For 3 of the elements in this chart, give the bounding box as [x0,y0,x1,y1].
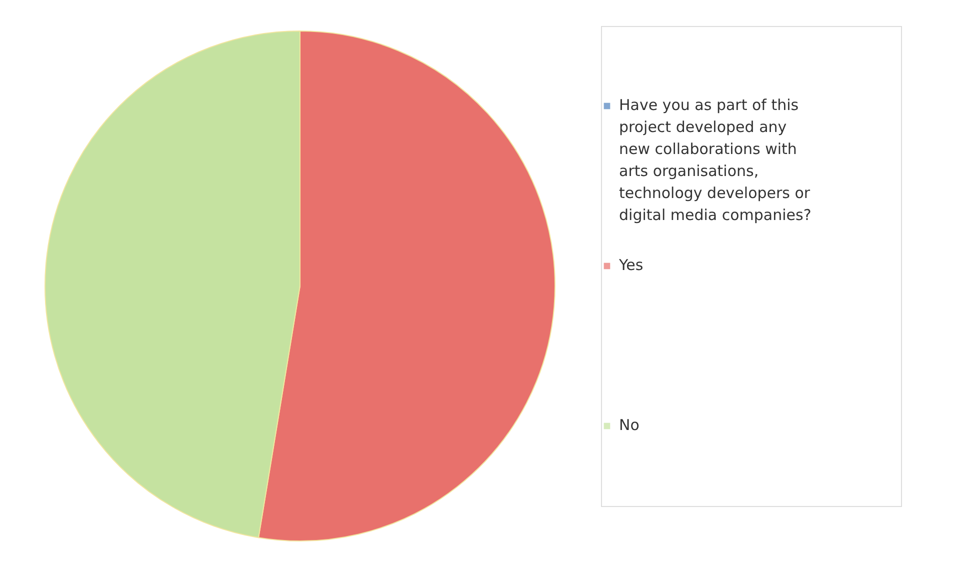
legend-label: Yes [618,256,644,274]
legend-label: Have you as part of this project developed any new collaborations with arts organisations, technology developers or digital media companies? [619,96,812,224]
legend-label: No [619,416,640,434]
